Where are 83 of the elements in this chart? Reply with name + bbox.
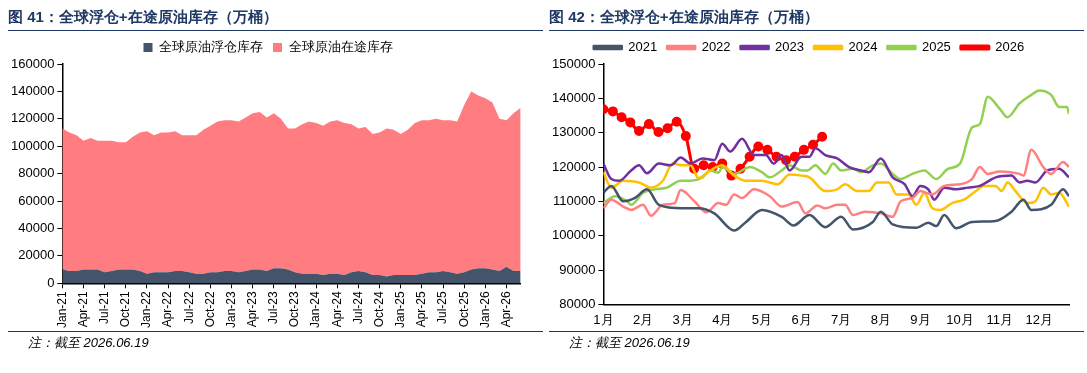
y-tick-label: 40000: [18, 220, 55, 236]
point: [798, 144, 809, 155]
point: [653, 127, 664, 137]
chart-title: 图 41：全球浮仓+在途原油库存（万桶）: [8, 8, 543, 31]
point: [789, 151, 800, 162]
line-series: [603, 137, 1069, 201]
y-tick-label: 110000: [552, 192, 596, 208]
x-tick-label: 12月: [1025, 311, 1054, 327]
y-tick-label: 100000: [551, 227, 596, 243]
x-tick-label: 2月: [632, 311, 654, 327]
x-tick-label: Jan-24: [308, 290, 323, 329]
point: [698, 160, 709, 171]
legend-label: 全球原油在途库存: [288, 39, 393, 55]
chart-title: 图 42：全球浮仓+在途原油库存（万桶）: [549, 8, 1084, 31]
x-tick-label: Jul-22: [181, 290, 196, 324]
y-tick-label: 60000: [18, 192, 55, 208]
x-tick-label: Oct-21: [118, 290, 133, 328]
y-tick-label: 140000: [551, 89, 596, 105]
x-tick-label: 4月: [712, 311, 733, 327]
x-tick-label: 11月: [986, 311, 1013, 327]
point: [616, 112, 627, 123]
x-tick-label: 6月: [791, 311, 812, 327]
x-tick-label: 7月: [831, 311, 852, 327]
x-tick-label: 3月: [672, 311, 693, 327]
x-tick-label: Apr-22: [160, 291, 175, 328]
point: [607, 106, 618, 117]
text: 注：截至 2026.06.19: [8, 331, 543, 352]
point: [808, 139, 819, 150]
x-tick-label: Apr-23: [245, 291, 260, 328]
y-tick-label: 120000: [10, 110, 55, 126]
line-series: [603, 148, 1069, 219]
y-tick-label: 80000: [559, 295, 596, 311]
legend-label: 2025: [921, 39, 951, 55]
y-tick-label: 140000: [10, 82, 55, 98]
y-tick-label: 0: [47, 274, 55, 290]
legend-label: 2023: [775, 39, 804, 55]
x-tick-label: 8月: [870, 311, 891, 327]
x-tick-label: Jul-25: [435, 290, 450, 324]
legend-label: 2024: [848, 39, 878, 55]
x-tick-label: Jul-23: [266, 290, 281, 324]
x-tick-label: Jan-25: [393, 290, 408, 329]
point: [671, 116, 682, 127]
point: [625, 117, 636, 128]
x-tick-label: 1月: [593, 311, 614, 327]
x-tick-label: Oct-22: [202, 290, 217, 328]
point: [680, 131, 691, 142]
x-tick-label: Jul-24: [350, 290, 365, 324]
line-series: [603, 184, 1069, 232]
legend-label: 全球原油浮仓库存: [159, 39, 263, 55]
point: [753, 141, 764, 152]
x-tick-label: 9月: [910, 311, 931, 327]
x-tick-label: Jul-21: [96, 290, 111, 324]
x-tick-label: 10月: [946, 311, 974, 327]
point: [762, 144, 773, 155]
x-tick-label: Apr-25: [414, 291, 429, 328]
x-tick-label: Apr-21: [75, 291, 90, 328]
legend-label: 2022: [701, 39, 731, 55]
point: [662, 123, 673, 134]
y-tick-label: 20000: [18, 247, 55, 263]
y-tick-label: 90000: [559, 261, 596, 277]
x-tick-label: Jan-21: [54, 290, 69, 329]
point: [744, 151, 755, 162]
x-tick-label: Jan-23: [223, 290, 238, 329]
text: 注：截至 2026.06.19: [549, 331, 1084, 352]
x-tick-label: Apr-24: [329, 291, 344, 328]
legend-label: 2026: [995, 39, 1025, 55]
y-tick-label: 120000: [551, 158, 596, 174]
y-tick-label: 80000: [18, 165, 55, 181]
x-tick-label: Jan-22: [139, 290, 154, 329]
x-tick-label: Jan-26: [477, 290, 492, 329]
legend-label: 2021: [628, 39, 658, 55]
y-tick-label: 100000: [10, 137, 55, 153]
point: [634, 125, 645, 136]
x-tick-label: Oct-24: [371, 290, 386, 328]
x-tick-label: Oct-25: [456, 290, 471, 328]
x-tick-label: Oct-23: [287, 290, 302, 328]
point: [643, 119, 654, 130]
y-tick-label: 130000: [551, 124, 596, 140]
point: [817, 131, 828, 142]
x-tick-label: Apr-26: [498, 291, 513, 328]
y-tick-label: 160000: [10, 55, 55, 71]
y-tick-label: 150000: [551, 55, 596, 71]
x-tick-label: 5月: [751, 311, 773, 327]
